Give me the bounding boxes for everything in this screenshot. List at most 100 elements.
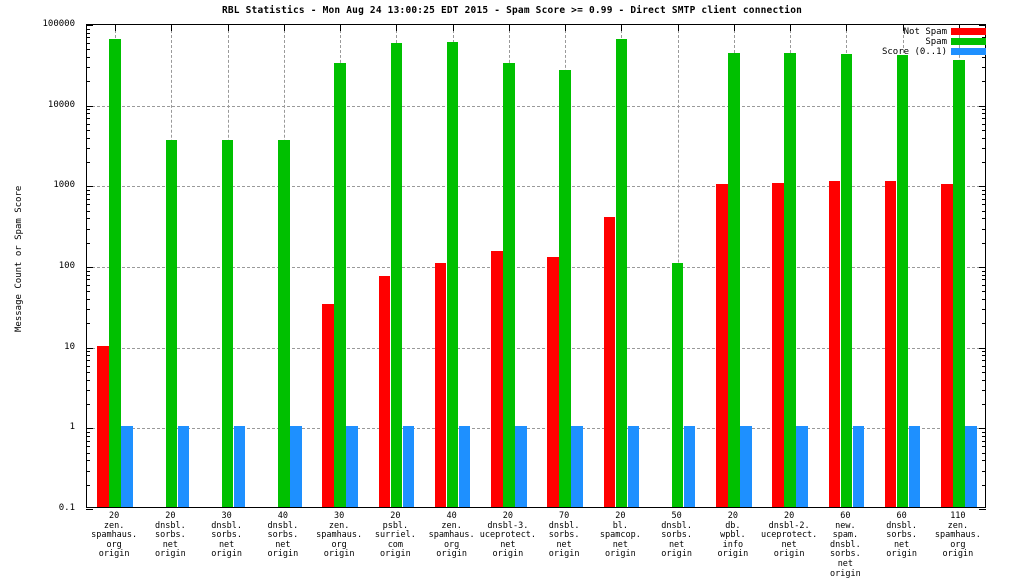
y-axis-minor-tick bbox=[86, 118, 90, 120]
y-axis-minor-tick bbox=[86, 32, 90, 34]
y-axis-minor-tick bbox=[982, 436, 986, 438]
x-axis-tick bbox=[733, 24, 735, 31]
y-axis-minor-tick bbox=[86, 279, 90, 281]
y-axis-minor-tick bbox=[86, 284, 90, 286]
y-axis-minor-tick bbox=[86, 355, 90, 357]
y-axis-tick bbox=[86, 267, 93, 268]
y-axis-minor-tick bbox=[86, 194, 90, 196]
chart-title: RBL Statistics - Mon Aug 24 13:00:25 EDT… bbox=[221, 5, 803, 16]
x-axis-tick-label: 20 dnsbl-2. uceprotect. net origin bbox=[761, 511, 818, 560]
bar-not-spam bbox=[322, 303, 334, 507]
y-axis-minor-tick bbox=[982, 109, 986, 111]
x-axis-tick bbox=[227, 24, 229, 31]
y-axis-minor-tick bbox=[86, 371, 90, 373]
y-axis-minor-tick bbox=[86, 81, 90, 83]
y-axis-minor-tick bbox=[86, 351, 90, 353]
y-axis-minor-tick bbox=[982, 355, 986, 357]
y-axis-minor-tick bbox=[982, 118, 986, 120]
y-axis-minor-tick bbox=[982, 432, 986, 434]
y-axis-minor-tick bbox=[86, 365, 90, 367]
bar-score bbox=[908, 426, 921, 507]
x-axis-tick bbox=[621, 24, 623, 31]
bar-spam bbox=[503, 62, 515, 507]
legend-item: Not Spam bbox=[903, 26, 986, 37]
bar-spam bbox=[165, 140, 178, 507]
y-axis-tick-label: 1 bbox=[69, 422, 75, 433]
y-axis-minor-tick bbox=[86, 198, 90, 200]
x-axis-tick bbox=[508, 24, 510, 31]
y-axis-tick bbox=[979, 509, 986, 510]
y-axis-minor-tick bbox=[86, 228, 90, 230]
x-axis-tick-label: 60 dnsbl. sorbs. net origin bbox=[886, 511, 917, 560]
y-axis-minor-tick bbox=[86, 204, 90, 206]
y-axis-minor-tick bbox=[86, 440, 90, 442]
y-axis-minor-tick bbox=[982, 365, 986, 367]
y-axis-minor-tick bbox=[982, 37, 986, 39]
y-axis-minor-tick bbox=[86, 49, 90, 51]
bar-not-spam bbox=[828, 180, 841, 507]
x-axis-tick bbox=[790, 24, 792, 31]
legend-label: Not Spam bbox=[903, 26, 947, 37]
y-axis-minor-tick bbox=[86, 436, 90, 438]
y-axis-minor-tick bbox=[982, 440, 986, 442]
y-axis-tick bbox=[979, 186, 986, 188]
bar-score bbox=[121, 426, 133, 507]
bar-not-spam bbox=[547, 257, 559, 507]
y-axis-minor-tick bbox=[982, 81, 986, 83]
y-axis-minor-tick bbox=[982, 274, 986, 276]
y-axis-minor-tick bbox=[982, 123, 986, 125]
chart-legend: Not Spam Spam Score (0..1) bbox=[882, 26, 986, 57]
y-axis-tick bbox=[86, 428, 93, 430]
bar-spam bbox=[671, 263, 684, 507]
x-axis-tick-label: 50 dnsbl. sorbs. net origin bbox=[661, 511, 692, 560]
y-axis-minor-tick bbox=[982, 323, 986, 325]
y-axis-minor-tick bbox=[982, 279, 986, 281]
y-axis-minor-tick bbox=[86, 270, 90, 272]
y-axis-minor-tick bbox=[86, 123, 90, 125]
y-gridline bbox=[87, 428, 985, 430]
x-axis-tick-label: 40 dnsbl. sorbs. net origin bbox=[267, 511, 299, 560]
x-axis-tick-label: 20 zen. spamhaus. org origin bbox=[91, 511, 138, 560]
legend-swatch-not-spam bbox=[951, 28, 986, 35]
y-axis-minor-tick bbox=[86, 470, 90, 472]
bar-spam bbox=[615, 39, 628, 507]
y-axis-minor-tick bbox=[86, 28, 90, 30]
y-gridline bbox=[87, 347, 985, 349]
y-axis-minor-tick bbox=[86, 452, 90, 454]
bar-spam bbox=[278, 140, 290, 507]
bar-not-spam bbox=[941, 184, 953, 507]
x-axis-tick bbox=[677, 24, 679, 31]
bar-score bbox=[233, 426, 246, 507]
bar-score bbox=[740, 426, 752, 507]
x-axis-tick-label: 20 psbl. surriel. com origin bbox=[374, 511, 416, 560]
x-axis-tick bbox=[115, 24, 117, 31]
bar-score bbox=[683, 426, 696, 507]
bar-score bbox=[402, 426, 415, 507]
y-axis-tick bbox=[979, 347, 986, 349]
x-axis-tick bbox=[958, 24, 960, 31]
x-axis-tick-label: 70 dnsbl. sorbs. net origin bbox=[548, 511, 580, 560]
y-axis-minor-tick bbox=[982, 309, 986, 311]
x-axis-tick bbox=[846, 24, 848, 31]
y-axis-tick-label: 10 bbox=[64, 341, 75, 352]
y-axis-minor-tick bbox=[982, 162, 986, 164]
bar-spam bbox=[446, 42, 459, 507]
y-axis-minor-tick bbox=[86, 67, 90, 69]
bar-spam bbox=[728, 53, 740, 507]
x-axis-tick bbox=[171, 24, 173, 31]
bar-score bbox=[852, 426, 865, 507]
y-axis-minor-tick bbox=[982, 210, 986, 212]
x-axis-tick bbox=[452, 24, 454, 31]
y-axis-minor-tick bbox=[86, 309, 90, 311]
y-axis-minor-tick bbox=[982, 389, 986, 391]
bar-not-spam bbox=[97, 345, 109, 507]
y-axis-minor-tick bbox=[982, 379, 986, 381]
y-axis-minor-tick bbox=[86, 404, 90, 406]
x-axis-tick-label: 30 dnsbl. sorbs. net origin bbox=[211, 511, 242, 560]
x-axis-tick-label: 20 bl. spamcop. net origin bbox=[599, 511, 641, 560]
bar-spam bbox=[559, 70, 571, 507]
legend-swatch-spam bbox=[951, 38, 986, 45]
y-axis-tick bbox=[86, 25, 93, 26]
y-axis-minor-tick bbox=[86, 42, 90, 44]
y-axis-tick-label: 1000 bbox=[53, 180, 75, 191]
